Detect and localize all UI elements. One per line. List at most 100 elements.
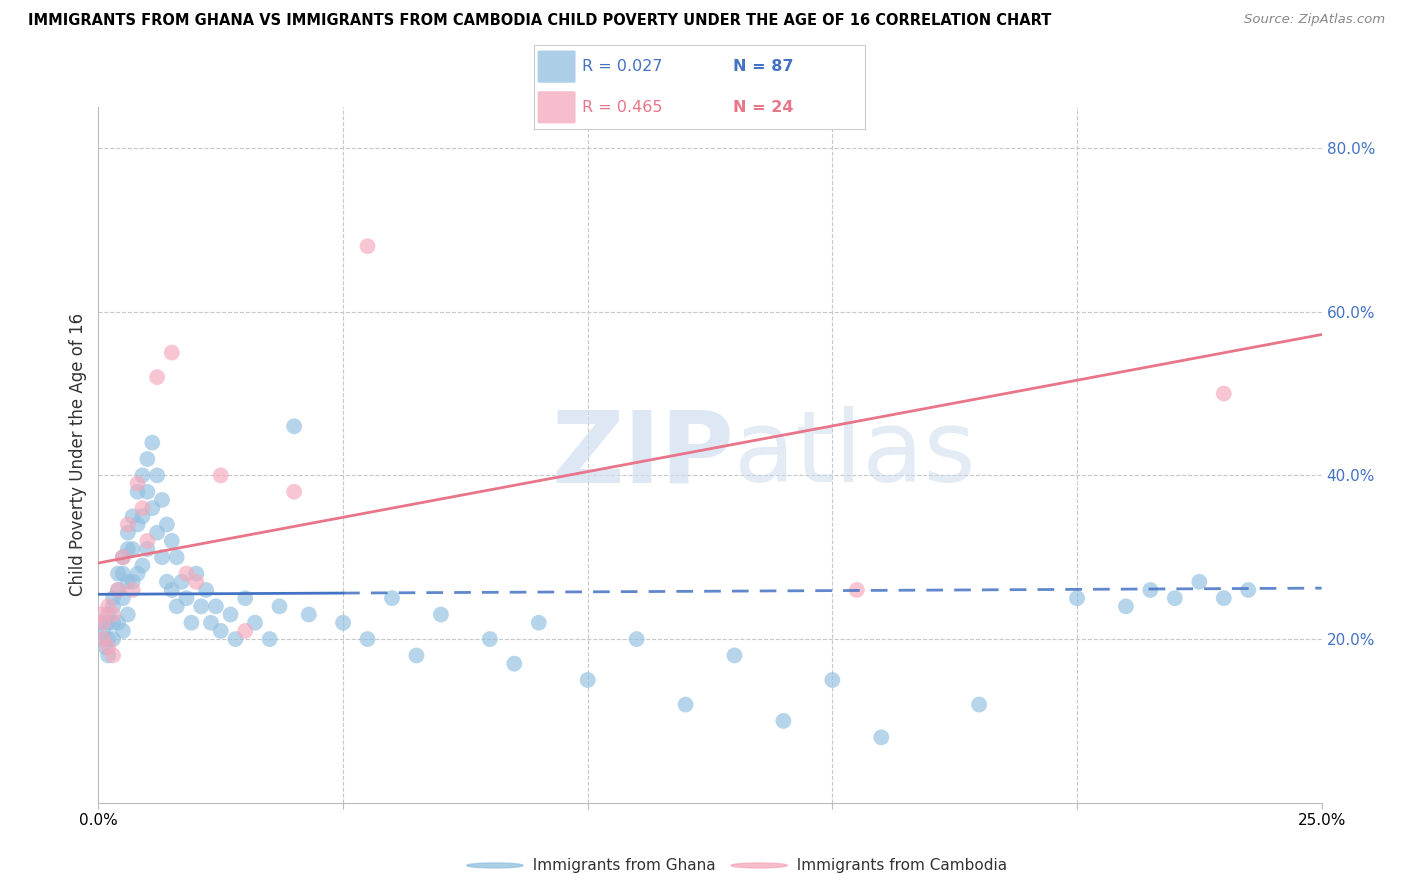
Text: Immigrants from Ghana: Immigrants from Ghana (523, 858, 716, 873)
Point (1164, 591, 1187, 606)
Point (1212, 591, 1234, 606)
Point (166, 599, 188, 614)
Point (576, 673, 599, 687)
Point (283, 419, 305, 434)
Point (136, 484, 159, 499)
Point (91, 615, 114, 630)
Y-axis label: Child Poverty Under the Age of 16: Child Poverty Under the Age of 16 (69, 313, 87, 597)
Point (107, 615, 129, 630)
Point (1188, 574, 1211, 589)
Point (117, 607, 139, 622)
Point (136, 452, 159, 467)
Point (209, 468, 232, 483)
Text: Immigrants from Cambodia: Immigrants from Cambodia (787, 858, 1008, 873)
Point (195, 582, 218, 597)
Point (332, 615, 354, 630)
Text: Source: ZipAtlas.com: Source: ZipAtlas.com (1244, 13, 1385, 27)
Point (101, 607, 124, 622)
Point (97, 640, 120, 655)
Point (675, 698, 697, 712)
Text: IMMIGRANTS FROM GHANA VS IMMIGRANTS FROM CAMBODIA CHILD POVERTY UNDER THE AGE OF: IMMIGRANTS FROM GHANA VS IMMIGRANTS FROM… (28, 13, 1052, 29)
Point (121, 582, 143, 597)
Point (131, 501, 153, 516)
Point (219, 607, 242, 622)
Point (117, 517, 139, 532)
Point (91, 632, 114, 646)
Point (233, 624, 256, 638)
Point (259, 632, 281, 646)
Point (91, 624, 114, 638)
Point (101, 648, 124, 663)
Point (772, 714, 794, 728)
Point (97, 599, 120, 614)
Point (243, 615, 266, 630)
Circle shape (731, 863, 787, 868)
Point (111, 566, 134, 581)
Point (381, 591, 404, 606)
Circle shape (467, 863, 523, 868)
Point (117, 574, 139, 589)
Point (117, 525, 139, 540)
Point (845, 582, 868, 597)
Text: N = 24: N = 24 (733, 100, 793, 115)
Point (107, 566, 129, 581)
Point (141, 435, 163, 450)
Text: ZIP: ZIP (551, 407, 734, 503)
Point (967, 698, 990, 712)
Point (156, 574, 179, 589)
Point (626, 632, 648, 646)
FancyBboxPatch shape (537, 91, 575, 123)
Point (94, 640, 117, 655)
Point (131, 468, 153, 483)
Point (503, 657, 526, 671)
Point (478, 632, 501, 646)
Point (97, 615, 120, 630)
Point (356, 239, 378, 253)
Point (160, 582, 183, 597)
Point (146, 468, 169, 483)
Point (870, 731, 893, 745)
Point (298, 607, 321, 622)
Point (209, 624, 232, 638)
FancyBboxPatch shape (537, 51, 575, 83)
Point (166, 550, 188, 565)
Point (186, 574, 208, 589)
Text: N = 87: N = 87 (733, 59, 793, 74)
Point (283, 484, 305, 499)
Point (356, 632, 378, 646)
Point (131, 558, 153, 573)
Point (101, 591, 124, 606)
Point (141, 501, 163, 516)
Text: R = 0.027: R = 0.027 (582, 59, 662, 74)
Point (121, 542, 143, 557)
Point (136, 533, 159, 548)
Point (136, 542, 159, 557)
Point (131, 509, 153, 524)
Point (117, 542, 139, 557)
Point (269, 599, 291, 614)
Point (150, 492, 173, 507)
Point (127, 476, 149, 491)
Point (156, 517, 179, 532)
Point (101, 615, 124, 630)
Text: atlas: atlas (734, 407, 976, 503)
Point (176, 566, 198, 581)
Point (180, 615, 202, 630)
Point (107, 582, 129, 597)
Point (160, 533, 183, 548)
Point (527, 615, 550, 630)
Point (224, 632, 246, 646)
Point (101, 632, 124, 646)
Point (1115, 599, 1137, 614)
Point (127, 484, 149, 499)
Point (91, 632, 114, 646)
Point (111, 624, 134, 638)
Point (176, 591, 198, 606)
Point (101, 599, 124, 614)
Point (430, 607, 453, 622)
Point (1212, 386, 1234, 401)
Point (821, 673, 844, 687)
Point (121, 509, 143, 524)
Point (111, 550, 134, 565)
Point (1139, 582, 1161, 597)
